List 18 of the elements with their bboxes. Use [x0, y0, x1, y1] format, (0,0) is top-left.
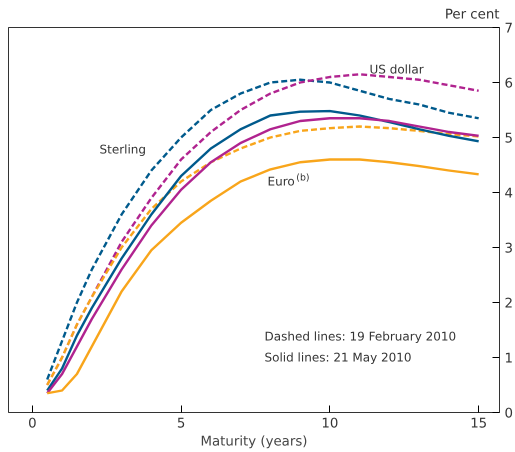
x-tick-label: 15	[470, 416, 488, 432]
y-tick-label: 6	[504, 76, 513, 92]
x-tick-label: 5	[176, 416, 186, 432]
y-tick-label: 3	[504, 242, 513, 256]
annotation: Sterling	[100, 142, 146, 156]
annotation: Dashed lines: 19 February 2010	[264, 330, 456, 344]
y-tick-label: 1	[504, 352, 513, 366]
annotation: Solid lines: 21 May 2010	[264, 350, 412, 364]
y-tick-label: 0	[504, 406, 513, 422]
y-tick-label: 7	[504, 22, 513, 36]
y-axis-title: Per cent	[444, 8, 500, 22]
x-tick-label: 0	[28, 416, 37, 432]
y-tick-label: 4	[504, 186, 513, 202]
y-tick-label: 5	[504, 132, 513, 146]
y-tick-label: 2	[504, 296, 513, 312]
x-tick-label: 10	[321, 416, 338, 432]
annotation: US dollar	[370, 62, 424, 76]
x-axis-title: Maturity (years)	[200, 434, 308, 450]
